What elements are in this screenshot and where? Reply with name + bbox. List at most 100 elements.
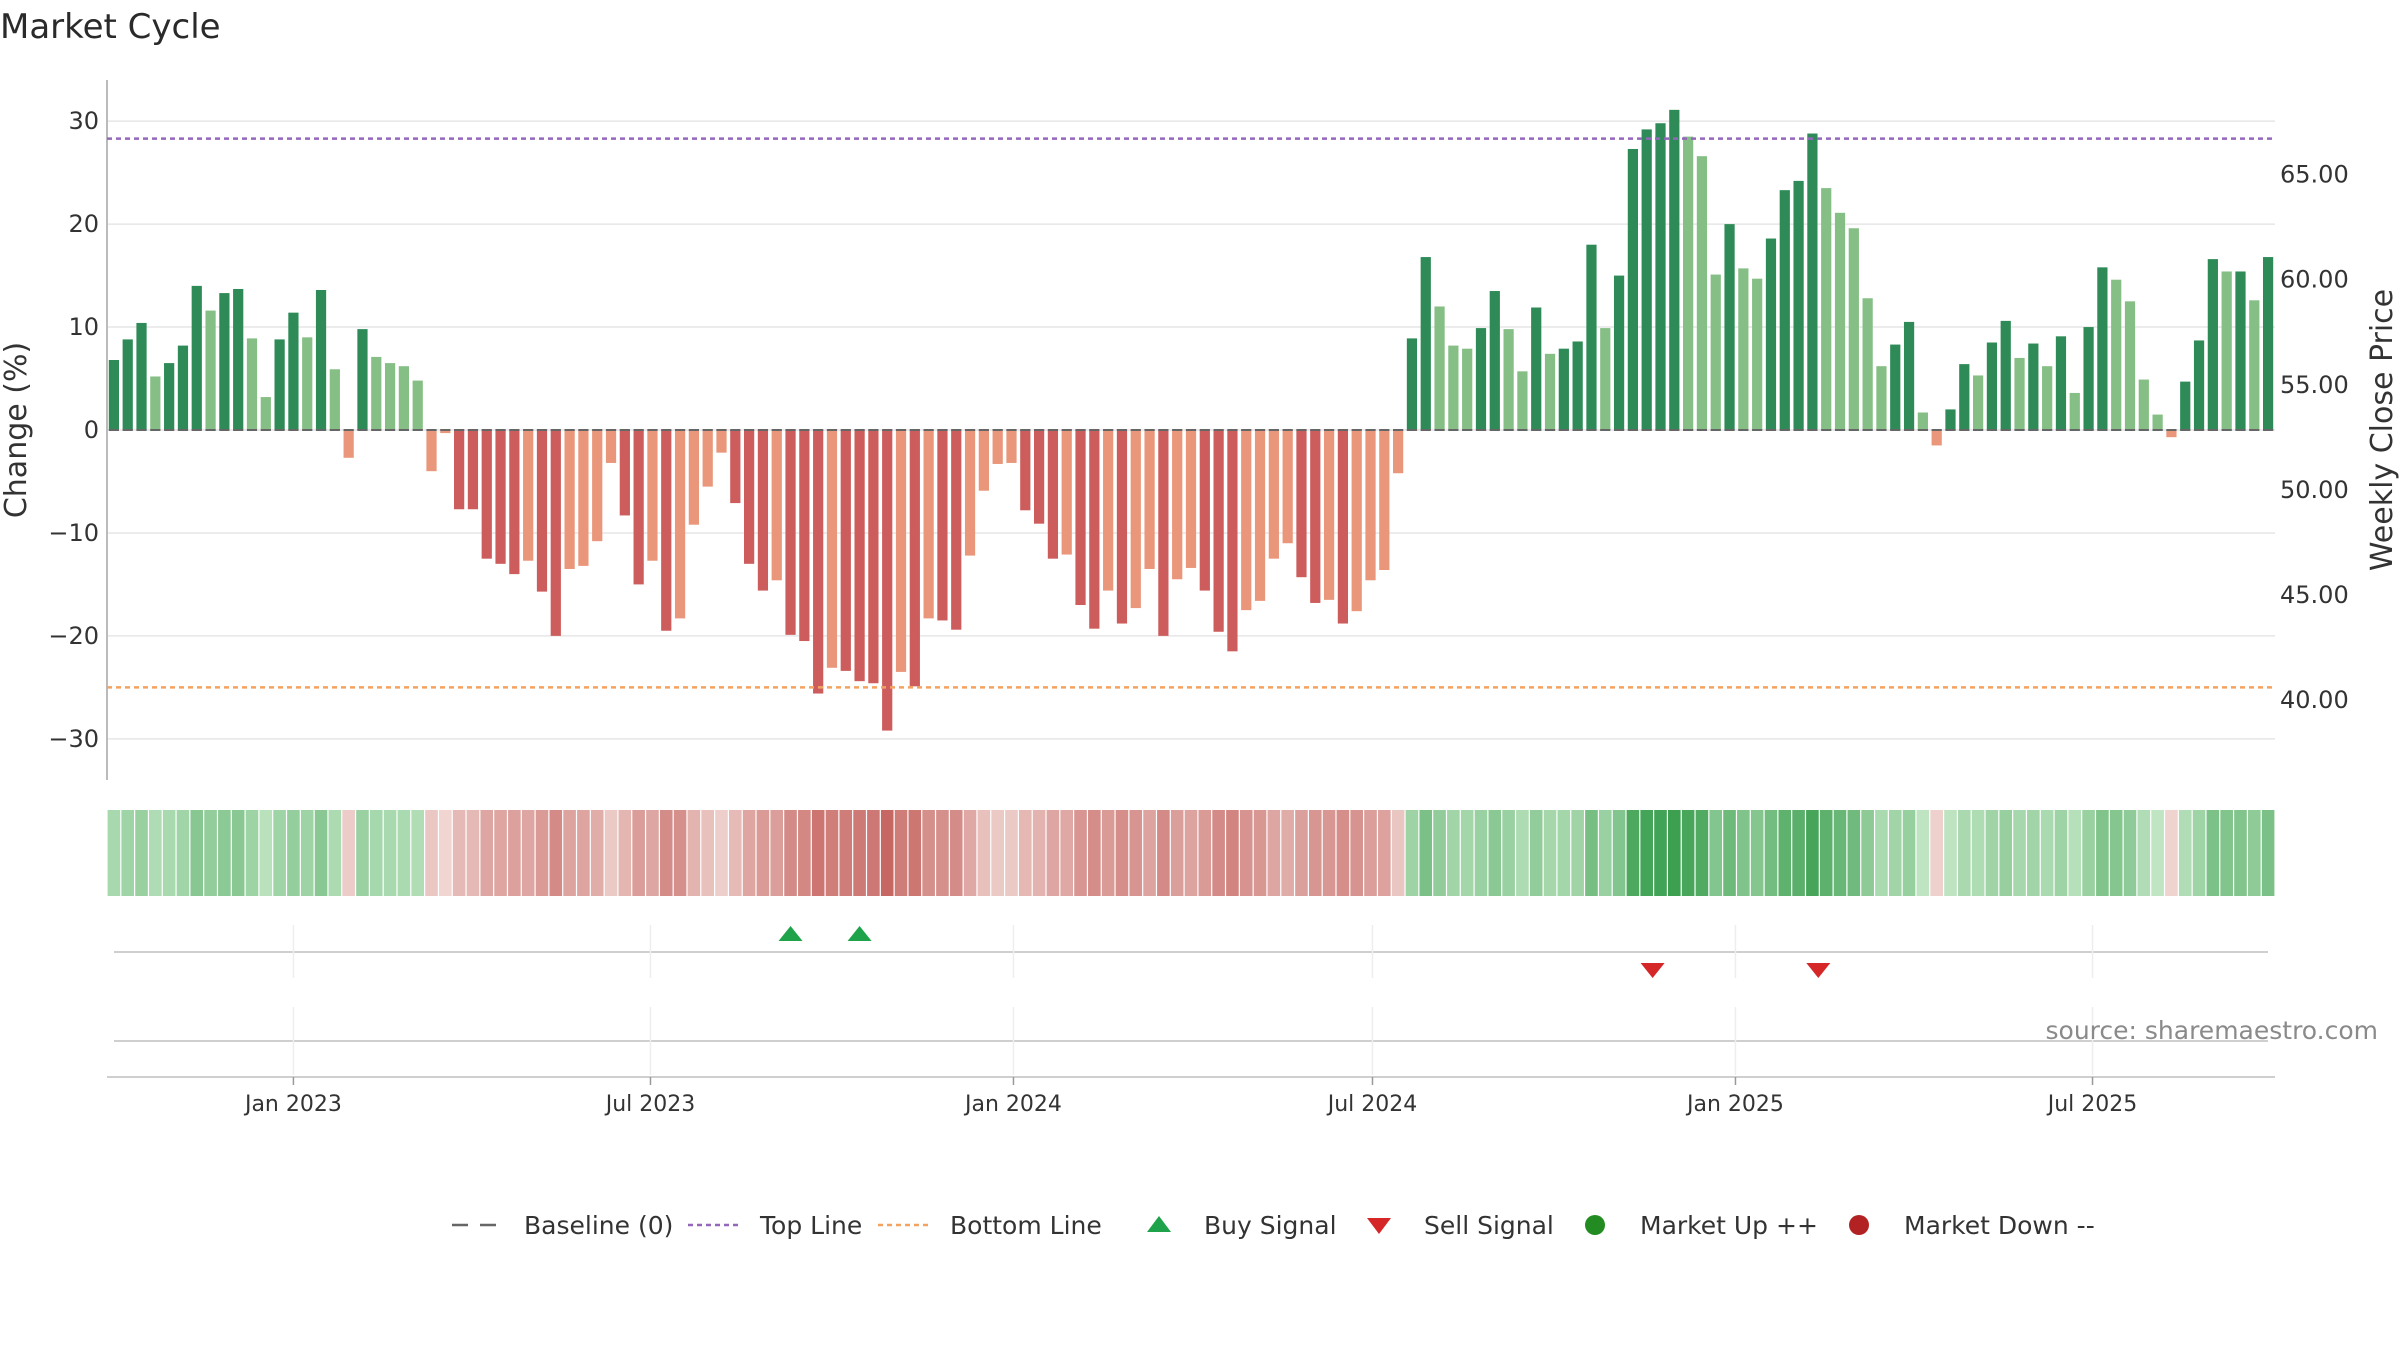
change-bar	[2028, 343, 2039, 430]
change-bar	[1227, 430, 1238, 652]
lower-grid	[292, 1007, 2094, 1075]
heat-cell	[176, 810, 190, 896]
heat-cell	[2206, 810, 2220, 896]
signal-panel	[114, 925, 2268, 978]
right-y-ticks: 65.00 60.00 55.00 50.00 45.00 40.00	[2280, 161, 2349, 715]
change-bar	[1669, 109, 1680, 431]
change-bar	[1406, 338, 1418, 430]
heat-cell	[1640, 810, 1653, 896]
heat-cell	[1999, 810, 2013, 896]
change-bar	[992, 430, 1003, 464]
change-bar	[136, 322, 147, 430]
heat-cell	[1074, 810, 1087, 896]
date-ticks: Jan 2023 Jul 2023 Jan 2024 Jul 2024 Jan 2025…	[243, 1077, 2137, 1117]
heat-cell	[1046, 810, 1060, 896]
heat-cell	[894, 810, 908, 896]
change-bar	[1738, 268, 1749, 430]
change-bar	[1075, 430, 1086, 605]
change-bar	[1172, 430, 1183, 580]
heat-cell	[1971, 810, 1985, 896]
heat-cell	[908, 810, 922, 896]
market-legend-icon	[1849, 1215, 1869, 1235]
change-bar	[771, 430, 782, 581]
heat-cell	[1571, 810, 1584, 896]
change-bar	[1572, 341, 1583, 430]
change-bar	[2166, 430, 2177, 438]
heat-cell	[1391, 810, 1405, 896]
heat-cell	[2178, 810, 2192, 896]
heat-cell	[2013, 810, 2026, 896]
heat-cell	[1833, 810, 1847, 896]
change-bar	[357, 329, 368, 430]
heat-cell	[1737, 810, 1750, 896]
change-bar	[1130, 430, 1141, 609]
change-bar	[592, 430, 603, 542]
legend-label: Buy Signal	[1204, 1211, 1337, 1240]
heat-cell	[1018, 810, 1032, 896]
heat-cell	[936, 810, 949, 896]
change-bar	[1489, 291, 1500, 430]
change-bar	[1544, 353, 1556, 430]
change-bar	[578, 430, 589, 566]
change-bar	[1931, 430, 1942, 446]
heat-cell	[646, 810, 659, 896]
change-bar	[1420, 257, 1431, 430]
change-bar	[799, 430, 810, 642]
heat-cell	[1060, 810, 1074, 896]
heat-cell	[673, 810, 687, 896]
change-bars	[108, 109, 2274, 731]
change-bar	[2249, 300, 2260, 430]
heat-cell	[231, 810, 245, 896]
heat-cell	[1378, 810, 1391, 896]
change-bar	[2221, 271, 2232, 430]
sell-signal-icon	[1806, 963, 1831, 978]
legend-label: Sell Signal	[1424, 1211, 1554, 1240]
heat-cell	[287, 810, 300, 896]
change-bar	[1752, 278, 1763, 430]
main-plot: 30 20 10 0 −10 −20 −30 65.00 60.00 55.00 50.00 45.…	[48, 80, 2349, 780]
heat-cell	[135, 810, 148, 896]
change-bar	[895, 430, 907, 672]
heat-cell	[314, 810, 328, 896]
change-bar	[481, 430, 492, 559]
heat-cell	[1847, 810, 1861, 896]
heat-cell	[922, 810, 935, 896]
heat-cell	[535, 810, 549, 896]
heat-cell	[2040, 810, 2054, 896]
signal-grid	[292, 925, 2094, 978]
heat-cell	[1819, 810, 1833, 896]
heat-cell	[1474, 810, 1488, 896]
market-legend-icon	[1585, 1215, 1605, 1235]
heat-cell	[1198, 810, 1212, 896]
heat-cell	[659, 810, 673, 896]
heat-cell	[1695, 810, 1709, 896]
heat-cell	[1419, 810, 1433, 896]
heat-cell	[1184, 810, 1198, 896]
heat-cell	[369, 810, 383, 896]
change-bar	[384, 363, 396, 430]
change-bar	[688, 430, 699, 525]
heat-cell	[149, 810, 162, 896]
heat-cell	[328, 810, 342, 896]
heat-cell	[1930, 810, 1943, 896]
heat-cell	[1447, 810, 1460, 896]
change-bar	[536, 430, 548, 592]
cycle-heat-strip	[107, 810, 2275, 896]
heat-cell	[880, 810, 894, 896]
change-bar	[1558, 348, 1569, 430]
heat-cell	[480, 810, 494, 896]
heat-cell	[259, 810, 273, 896]
change-bar	[1475, 328, 1487, 430]
heat-cell	[1226, 810, 1239, 896]
change-bar	[1724, 224, 1735, 430]
legend-item: Sell Signal	[1367, 1211, 1554, 1240]
date-tick-label: Jul 2023	[604, 1092, 696, 1117]
heat-cell	[756, 810, 770, 896]
heat-cell	[798, 810, 811, 896]
heat-cell	[577, 810, 590, 896]
change-bar	[1310, 430, 1321, 603]
signal-markers	[778, 926, 1831, 978]
change-bar	[633, 430, 644, 585]
change-bar	[730, 430, 741, 504]
legend-item: Market Down --	[1849, 1211, 2095, 1240]
